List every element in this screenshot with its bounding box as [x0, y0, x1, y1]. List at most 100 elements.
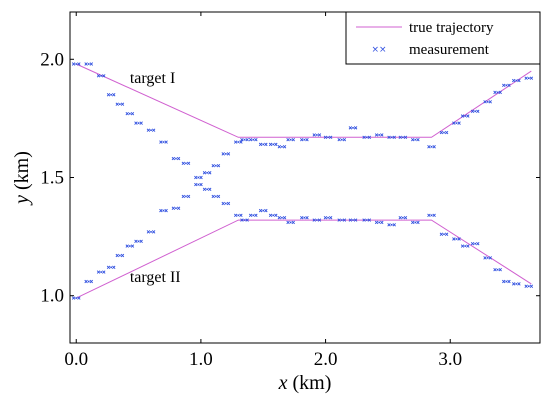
measurement-point: [159, 140, 168, 144]
measurement-marker-center: [129, 245, 131, 247]
measurement-marker-cross: [89, 279, 94, 284]
measurement-marker-center: [289, 221, 292, 224]
measurement-marker-center: [243, 219, 246, 221]
measurement-point: [427, 213, 436, 218]
measurement-marker-cross: [112, 265, 116, 270]
measurement-marker-cross: [427, 213, 431, 218]
measurement-marker-cross: [226, 201, 231, 206]
measurement-point: [106, 93, 116, 97]
measurement-marker-center: [340, 219, 343, 221]
measurement-marker-center: [87, 63, 90, 65]
measurement-marker-center: [110, 93, 112, 96]
measurement-point: [146, 230, 156, 234]
legend-label-true-trajectory: true trajectory: [409, 20, 494, 36]
measurement-marker-cross: [186, 194, 191, 199]
measurement-marker-cross: [317, 218, 322, 222]
measurement-marker-center: [150, 231, 152, 233]
measurement-marker-cross: [164, 140, 168, 144]
measurement-marker-cross: [239, 213, 243, 218]
measurement-marker-cross: [176, 206, 181, 210]
measurement-marker-cross: [233, 140, 238, 144]
measurement-marker-cross: [199, 182, 203, 187]
measurement-marker-cross: [483, 256, 487, 260]
measurement-marker-cross: [374, 220, 379, 225]
y-tick-label: 1.5: [40, 168, 64, 189]
measurement-marker-cross: [312, 218, 316, 222]
y-axis-unit: (km): [11, 151, 33, 195]
measurement-marker-cross: [362, 135, 366, 140]
measurement-point: [323, 135, 333, 140]
measurement-marker-cross: [403, 135, 408, 140]
measurement-marker-cross: [380, 133, 384, 137]
measurement-point: [125, 111, 135, 116]
measurement-marker-cross: [146, 128, 151, 132]
measurement-marker-cross: [466, 114, 470, 118]
measurement-marker-cross: [258, 208, 263, 213]
measurement-marker-center: [515, 283, 518, 285]
measurement-marker-cross: [248, 213, 253, 218]
measurement-marker-cross: [71, 296, 76, 300]
legend-marker-swatch: ××: [371, 45, 386, 55]
measurement-marker-cross: [115, 102, 119, 106]
measurement-marker-center: [474, 242, 476, 245]
measurement-marker-cross: [164, 208, 168, 213]
measurement-point: [439, 130, 449, 135]
measurement-marker-center: [197, 183, 200, 186]
measurement-marker-cross: [323, 215, 328, 220]
measurement-marker-cross: [211, 194, 215, 199]
measurement-marker-center: [225, 202, 227, 205]
legend: ×× true trajectory measurement: [345, 11, 541, 65]
measurement-point: [398, 135, 408, 140]
measurement-point: [248, 137, 258, 142]
measurement-point: [286, 220, 295, 225]
measurement-point: [211, 194, 221, 199]
measurement-point: [493, 90, 502, 95]
measurement-marker-cross: [300, 137, 304, 142]
measurement-marker-cross: [239, 140, 243, 144]
measurement-marker-cross: [502, 83, 506, 88]
measurement-point: [387, 223, 396, 227]
measurement-point: [115, 102, 125, 106]
measurement-marker-cross: [254, 137, 258, 142]
measurement-marker-cross: [511, 78, 516, 83]
measurement-marker-center: [237, 214, 240, 217]
measurement-point: [337, 218, 347, 222]
measurement-marker-center: [272, 143, 275, 146]
measurement-marker-center: [402, 136, 404, 139]
measurement-marker-center: [505, 84, 508, 87]
measurement-marker-cross: [507, 279, 511, 284]
measurement-marker-cross: [106, 93, 111, 97]
measurement-marker-cross: [470, 241, 475, 246]
measurement-marker-center: [119, 254, 121, 257]
measurement-point: [240, 218, 249, 222]
measurement-point: [348, 218, 358, 222]
measurement-marker-center: [100, 271, 102, 273]
measurement-point: [398, 215, 408, 220]
measurement-marker-cross: [151, 128, 156, 132]
measurement-marker-cross: [337, 218, 341, 222]
measurement-marker-center: [110, 266, 112, 269]
measurement-marker-center: [75, 297, 78, 299]
measurement-marker-center: [486, 101, 489, 103]
measurement-point: [268, 142, 278, 147]
measurement-marker-center: [455, 122, 458, 124]
measurement-point: [71, 296, 81, 300]
measurement-point: [524, 76, 534, 80]
measurement-marker-cross: [444, 130, 449, 135]
measurement-marker-cross: [277, 215, 282, 220]
measurement-marker-center: [303, 138, 306, 141]
x-axis-label: x (km): [278, 372, 332, 394]
measurement-point: [460, 114, 470, 118]
measurement-marker-cross: [529, 76, 534, 80]
measurement-marker-cross: [328, 135, 333, 140]
measurement-marker-cross: [199, 175, 203, 180]
measurement-point: [411, 220, 420, 225]
measurement-point: [181, 194, 191, 199]
measurement-marker-center: [327, 216, 329, 219]
measurement-marker-center: [474, 110, 476, 113]
measurement-marker-cross: [245, 137, 249, 142]
measurement-marker-cross: [398, 135, 402, 140]
measurement-marker-cross: [181, 161, 186, 166]
measurement-marker-center: [402, 216, 404, 219]
